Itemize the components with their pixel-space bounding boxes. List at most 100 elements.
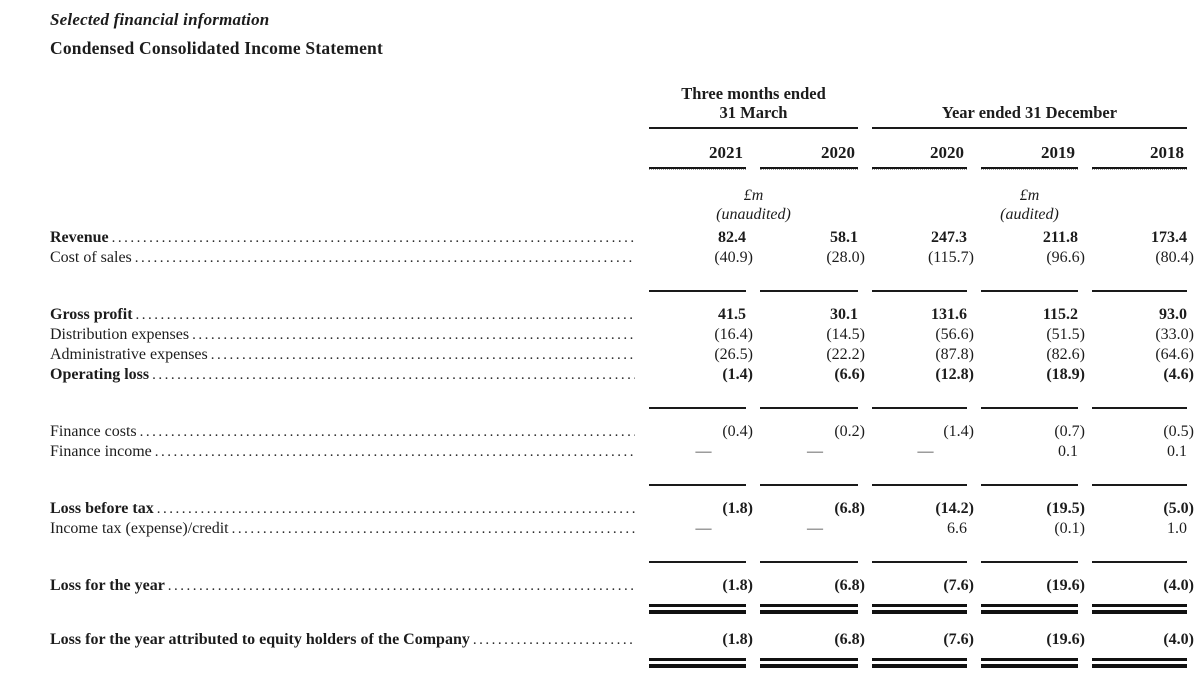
row-value: (4.0) [1163, 577, 1194, 594]
rule-line [1092, 407, 1187, 409]
dot-leader [135, 248, 635, 268]
year-rule [981, 167, 1078, 170]
table-row: Administrative expenses (26.5) (22.2) (87.8… [0, 345, 1200, 365]
group-rule [649, 127, 858, 129]
row-value: 6.6 [947, 520, 967, 537]
row-label: Loss before tax [50, 499, 635, 519]
row-value: (1.8) [722, 631, 753, 648]
row-label: Cost of sales [50, 248, 635, 268]
row-label: Operating loss [50, 365, 635, 385]
section-rule [0, 407, 1200, 409]
row-value: (7.6) [943, 577, 974, 594]
row-value: 0.1 [1167, 443, 1187, 460]
row-value: (14.5) [826, 326, 865, 343]
double-rule [0, 658, 1200, 668]
row-value: — [807, 443, 823, 460]
row-label: Finance income [50, 442, 635, 462]
row-value: 211.8 [1042, 229, 1078, 246]
row-value: (26.5) [714, 346, 753, 363]
table-row: Loss for the year attributed to equity h… [0, 630, 1200, 650]
year-rule [649, 167, 746, 170]
row-value: (82.6) [1046, 346, 1085, 363]
dot-leader [136, 305, 635, 325]
double-rule-line [872, 604, 967, 614]
unit-note-audited: £m (audited) [1000, 187, 1059, 223]
column-group-label: 31 March [719, 103, 788, 122]
row-value: (1.8) [722, 500, 753, 517]
row-value: — [807, 520, 823, 537]
row-value: (18.9) [1046, 366, 1085, 383]
rule-line [1092, 484, 1187, 486]
row-value: (22.2) [826, 346, 865, 363]
row-value: 82.4 [718, 229, 746, 246]
row-value: (14.2) [935, 500, 974, 517]
row-value: — [695, 520, 712, 537]
row-value: (4.6) [1163, 366, 1194, 383]
row-value: (0.4) [722, 423, 753, 440]
section-rule [0, 290, 1200, 292]
table-row: Finance income — — — 0.1 0.1 [0, 442, 1200, 462]
income-statement-body: Revenue 82.4 58.1 247.3 211.8 173.4 Cost of sa… [0, 228, 1200, 668]
row-label: Finance costs [50, 422, 635, 442]
row-value: 131.6 [931, 306, 967, 323]
row-value: 0.1 [1058, 443, 1078, 460]
row-label: Gross profit [50, 305, 635, 325]
row-value: (19.6) [1046, 631, 1085, 648]
year-header: 2020 [760, 143, 858, 170]
column-group-header-row: Three months ended 31 March Year ended 3… [0, 84, 1200, 129]
section-rule [0, 484, 1200, 486]
row-value: (19.5) [1046, 500, 1085, 517]
dot-leader [473, 630, 635, 650]
row-value: (6.8) [834, 577, 865, 594]
row-value: (1.4) [722, 366, 753, 383]
dot-leader [152, 365, 635, 385]
unit-note-unaudited: £m (unaudited) [716, 187, 791, 223]
dot-leader [211, 345, 635, 365]
rule-line [981, 407, 1078, 409]
year-rule [1092, 167, 1187, 170]
row-value: 247.3 [931, 229, 967, 246]
dot-leader [155, 442, 635, 462]
row-value: 41.5 [718, 306, 746, 323]
section-title: Selected financial information [50, 10, 270, 29]
row-value: (80.4) [1155, 249, 1194, 266]
row-value: (28.0) [826, 249, 865, 266]
dot-leader [168, 576, 635, 596]
row-value: (40.9) [714, 249, 753, 266]
rule-line [649, 561, 746, 563]
row-value: (7.6) [943, 631, 974, 648]
year-header: 2019 [981, 143, 1078, 170]
table-row: Loss before tax (1.8) (6.8) (14.2) (19.5) (5.… [0, 499, 1200, 519]
row-label: Revenue [50, 228, 635, 248]
double-rule-line [872, 658, 967, 668]
unit-note-row: £m (unaudited) £m (audited) [0, 186, 1200, 224]
row-value: (56.6) [935, 326, 974, 343]
rule-line [760, 484, 858, 486]
row-label: Income tax (expense)/credit [50, 519, 635, 539]
row-value: — [917, 443, 934, 460]
column-group-label: Year ended 31 December [941, 103, 1118, 122]
row-value: (0.1) [1054, 520, 1085, 537]
table-row: Gross profit 41.5 30.1 131.6 115.2 93.0 [0, 305, 1200, 325]
row-value: — [695, 443, 712, 460]
rule-line [872, 484, 967, 486]
row-value: (5.0) [1163, 500, 1194, 517]
column-group-three-months: Three months ended 31 March [649, 84, 858, 129]
row-value: (4.0) [1163, 631, 1194, 648]
double-rule-line [981, 604, 1078, 614]
row-value: (6.6) [834, 366, 865, 383]
year-rule [760, 167, 858, 170]
row-value: (115.7) [927, 249, 974, 266]
row-value: 1.0 [1167, 520, 1187, 537]
statement-title: Condensed Consolidated Income Statement [50, 38, 384, 58]
rule-line [872, 290, 967, 292]
rule-line [1092, 290, 1187, 292]
double-rule-line [1092, 604, 1187, 614]
row-value: (33.0) [1155, 326, 1194, 343]
row-value: 30.1 [830, 306, 858, 323]
rule-line [649, 290, 746, 292]
section-rule [0, 561, 1200, 563]
dot-leader [140, 422, 635, 442]
row-value: (0.2) [834, 423, 865, 440]
